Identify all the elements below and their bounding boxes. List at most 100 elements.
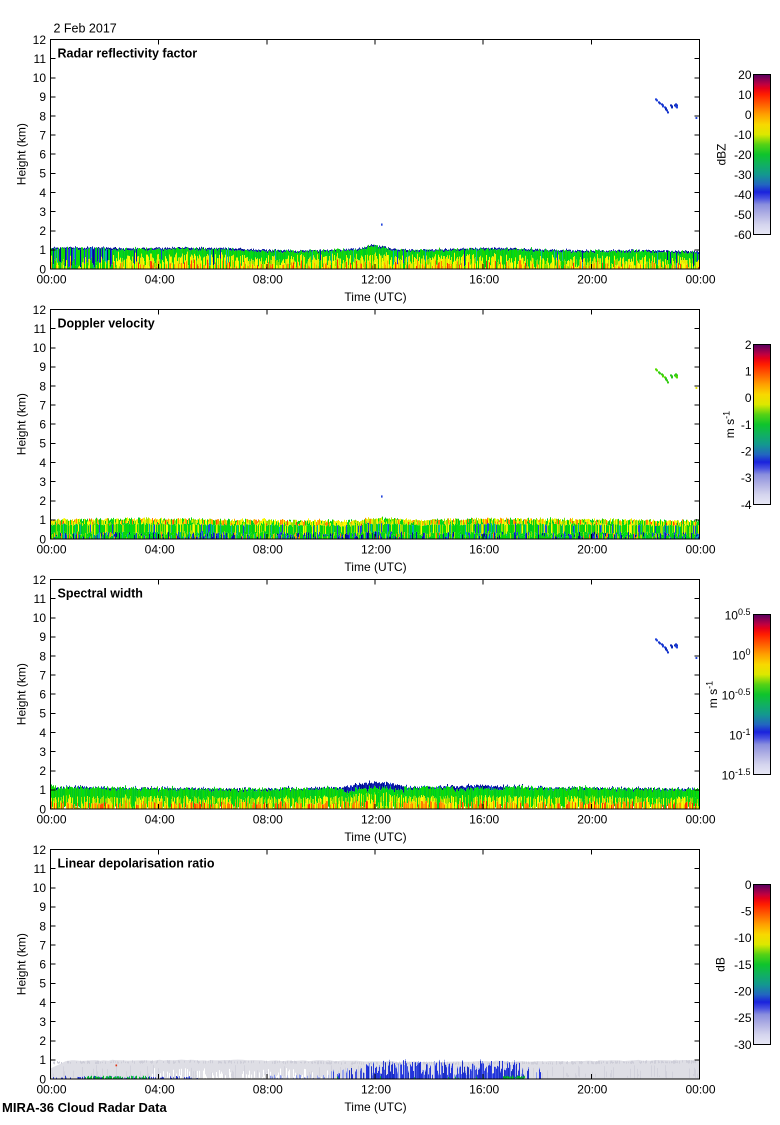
- svg-text:0: 0: [745, 391, 752, 405]
- svg-text:04:00: 04:00: [145, 542, 175, 556]
- svg-text:7: 7: [39, 398, 46, 412]
- svg-text:9: 9: [39, 90, 46, 104]
- svg-text:9: 9: [39, 900, 46, 914]
- svg-text:-30: -30: [734, 1038, 752, 1052]
- svg-text:Time (UTC): Time (UTC): [344, 560, 406, 574]
- svg-text:12:00: 12:00: [361, 1082, 391, 1096]
- svg-text:5: 5: [39, 437, 46, 451]
- svg-text:-3: -3: [741, 471, 752, 485]
- svg-text:00:00: 00:00: [685, 542, 715, 556]
- svg-text:-2: -2: [741, 445, 752, 459]
- svg-text:7: 7: [39, 668, 46, 682]
- svg-text:Height (km): Height (km): [15, 123, 29, 185]
- svg-text:08:00: 08:00: [253, 812, 283, 826]
- svg-text:0: 0: [39, 262, 46, 276]
- svg-text:0: 0: [39, 802, 46, 816]
- svg-text:3: 3: [39, 1015, 46, 1029]
- svg-text:dB: dB: [714, 957, 728, 972]
- svg-text:12:00: 12:00: [361, 812, 391, 826]
- svg-text:00:00: 00:00: [36, 1082, 66, 1096]
- svg-text:-4: -4: [741, 498, 752, 512]
- svg-text:Time (UTC): Time (UTC): [344, 830, 406, 844]
- svg-text:Time (UTC): Time (UTC): [344, 290, 406, 304]
- svg-text:Doppler velocity: Doppler velocity: [58, 316, 155, 330]
- svg-text:10: 10: [738, 88, 752, 102]
- svg-text:4: 4: [39, 726, 46, 740]
- svg-text:04:00: 04:00: [145, 812, 175, 826]
- svg-text:08:00: 08:00: [253, 542, 283, 556]
- svg-text:00:00: 00:00: [36, 542, 66, 556]
- svg-text:1: 1: [745, 365, 752, 379]
- svg-text:04:00: 04:00: [145, 1082, 175, 1096]
- svg-text:3: 3: [39, 745, 46, 759]
- svg-text:08:00: 08:00: [253, 1082, 283, 1096]
- svg-text:8: 8: [39, 649, 46, 663]
- svg-text:-10: -10: [734, 931, 752, 945]
- svg-text:4: 4: [39, 186, 46, 200]
- svg-text:1: 1: [39, 783, 46, 797]
- svg-text:00:00: 00:00: [685, 272, 715, 286]
- svg-text:-40: -40: [734, 188, 752, 202]
- svg-text:-30: -30: [734, 168, 752, 182]
- svg-text:6: 6: [39, 148, 46, 162]
- svg-text:10: 10: [33, 71, 47, 85]
- svg-text:-20: -20: [734, 985, 752, 999]
- svg-text:8: 8: [39, 109, 46, 123]
- svg-text:04:00: 04:00: [145, 272, 175, 286]
- svg-text:-5: -5: [741, 905, 752, 919]
- svg-text:0: 0: [745, 108, 752, 122]
- svg-text:8: 8: [39, 379, 46, 393]
- svg-text:16:00: 16:00: [469, 272, 499, 286]
- svg-text:12: 12: [33, 573, 47, 587]
- svg-text:2: 2: [39, 764, 46, 778]
- svg-text:12: 12: [33, 33, 47, 47]
- svg-text:11: 11: [34, 322, 47, 336]
- svg-text:11: 11: [34, 862, 47, 876]
- svg-text:12:00: 12:00: [361, 542, 391, 556]
- svg-text:2: 2: [39, 1034, 46, 1048]
- svg-text:10: 10: [33, 881, 47, 895]
- svg-text:6: 6: [39, 418, 46, 432]
- svg-text:1: 1: [39, 1053, 46, 1067]
- svg-text:00:00: 00:00: [685, 812, 715, 826]
- svg-text:12: 12: [33, 303, 47, 317]
- svg-text:00:00: 00:00: [36, 812, 66, 826]
- svg-text:9: 9: [39, 630, 46, 644]
- svg-text:7: 7: [39, 938, 46, 952]
- svg-text:00:00: 00:00: [36, 272, 66, 286]
- svg-text:2 Feb 2017: 2 Feb 2017: [54, 22, 117, 36]
- svg-text:1: 1: [39, 243, 46, 257]
- svg-text:2: 2: [745, 338, 752, 352]
- svg-text:5: 5: [39, 707, 46, 721]
- svg-text:-20: -20: [734, 148, 752, 162]
- svg-text:20:00: 20:00: [577, 272, 607, 286]
- svg-text:10: 10: [33, 341, 47, 355]
- svg-text:Height (km): Height (km): [15, 393, 29, 455]
- svg-text:-10: -10: [734, 128, 752, 142]
- svg-text:16:00: 16:00: [469, 542, 499, 556]
- svg-text:Height (km): Height (km): [15, 663, 29, 725]
- svg-text:20:00: 20:00: [577, 812, 607, 826]
- svg-text:-50: -50: [734, 208, 752, 222]
- svg-text:11: 11: [34, 52, 47, 66]
- svg-text:Radar reflectivity factor: Radar reflectivity factor: [58, 46, 198, 60]
- svg-text:20: 20: [738, 68, 752, 82]
- svg-text:20:00: 20:00: [577, 1082, 607, 1096]
- svg-text:16:00: 16:00: [469, 1082, 499, 1096]
- svg-text:0: 0: [745, 878, 752, 892]
- svg-text:-15: -15: [734, 958, 752, 972]
- svg-text:5: 5: [39, 977, 46, 991]
- svg-text:20:00: 20:00: [577, 542, 607, 556]
- svg-text:MIRA-36 Cloud Radar Data: MIRA-36 Cloud Radar Data: [2, 1100, 167, 1115]
- svg-text:7: 7: [39, 128, 46, 142]
- svg-text:6: 6: [39, 958, 46, 972]
- svg-text:3: 3: [39, 475, 46, 489]
- svg-text:0: 0: [39, 532, 46, 546]
- svg-text:5: 5: [39, 167, 46, 181]
- svg-text:11: 11: [34, 592, 47, 606]
- svg-text:-1: -1: [741, 418, 752, 432]
- svg-text:10: 10: [33, 611, 47, 625]
- svg-text:3: 3: [39, 205, 46, 219]
- svg-text:0: 0: [39, 1072, 46, 1086]
- svg-text:Height (km): Height (km): [15, 933, 29, 995]
